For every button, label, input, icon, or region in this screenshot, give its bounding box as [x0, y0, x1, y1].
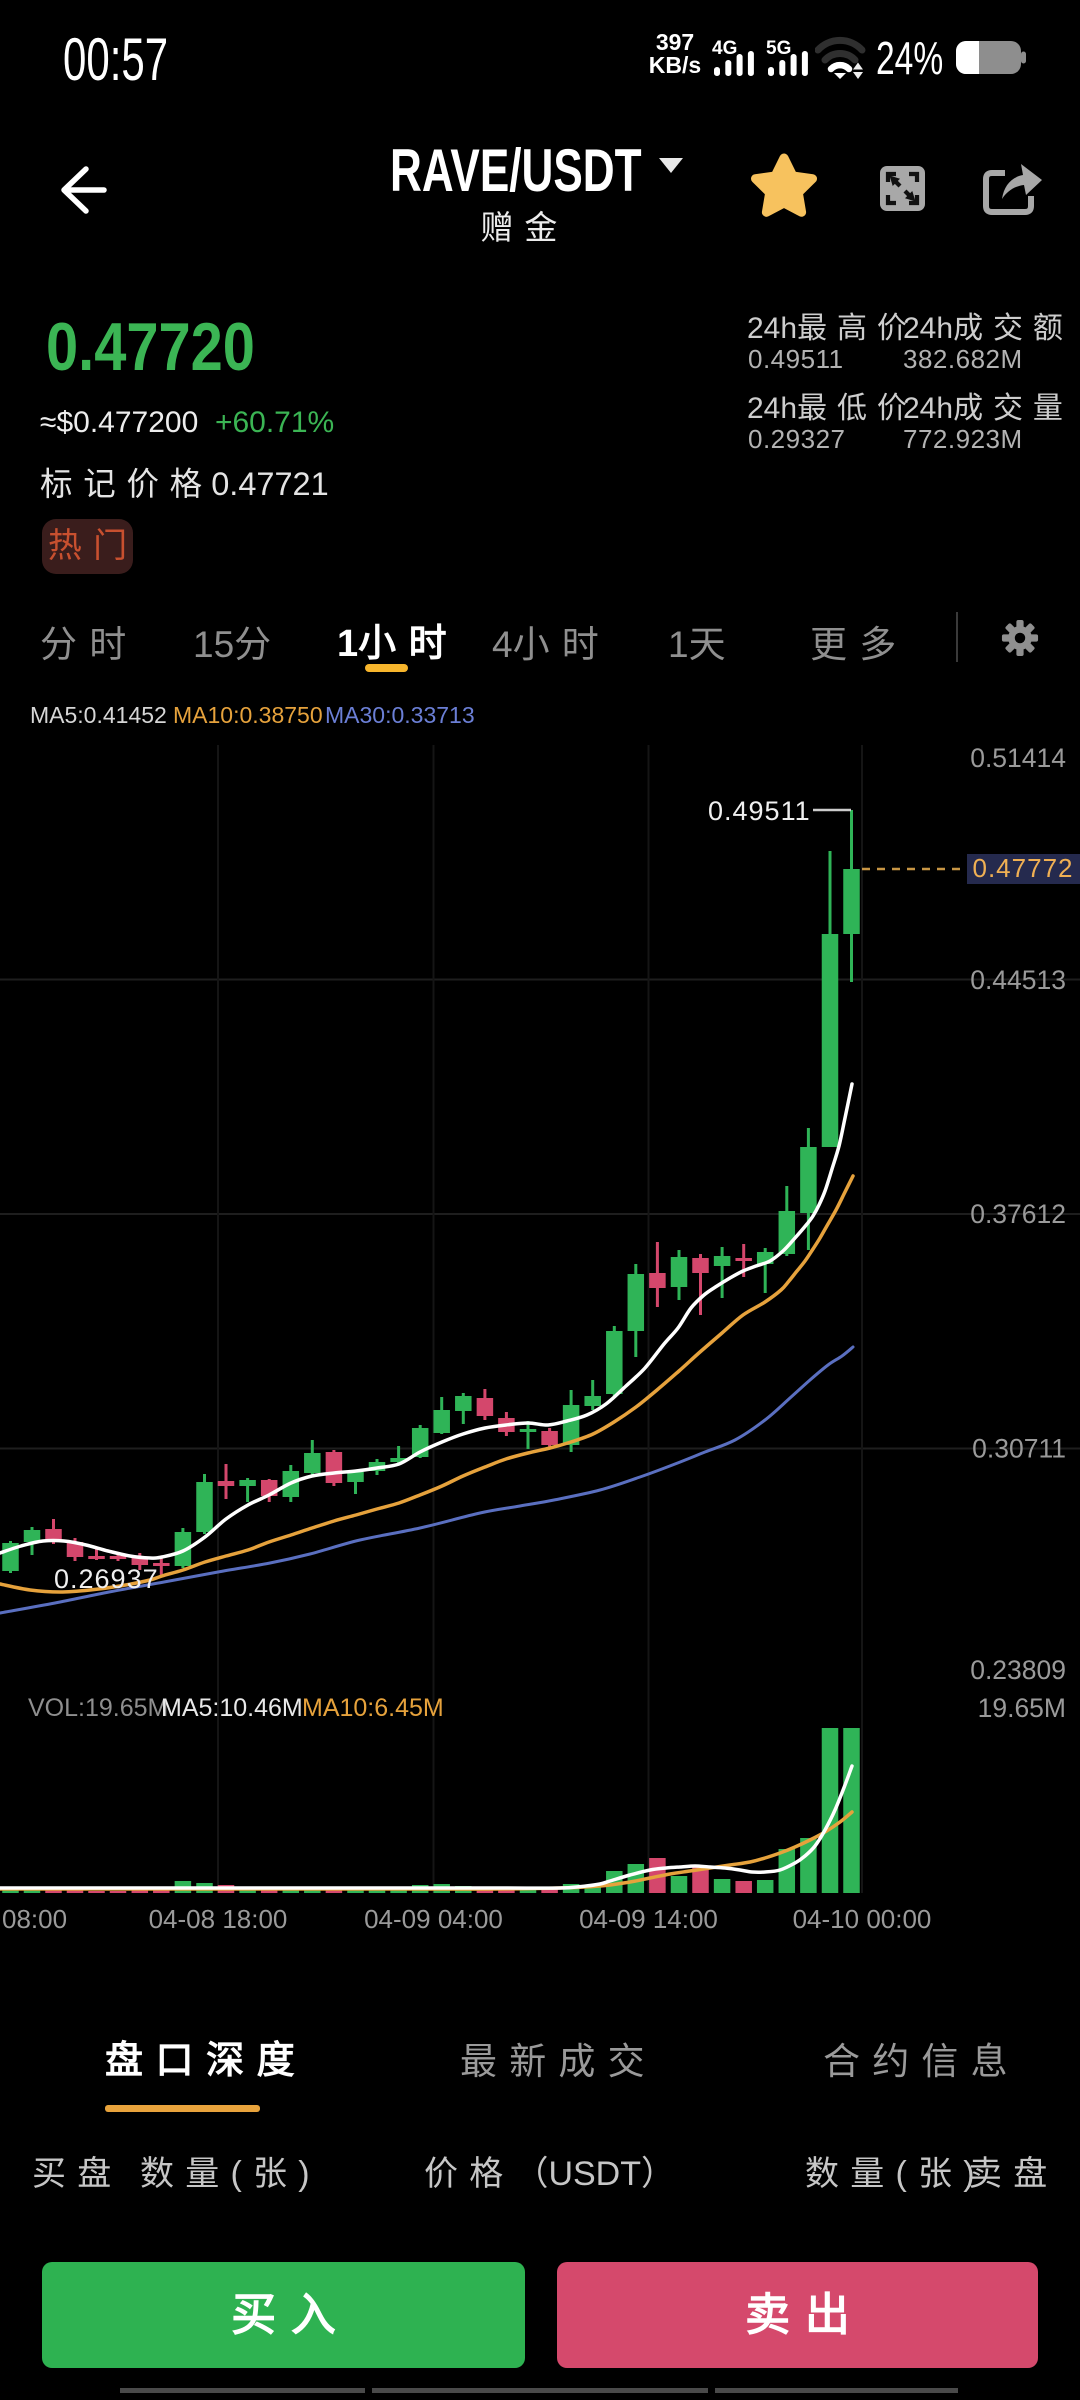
svg-text:04-08 18:00: 04-08 18:00	[149, 1904, 288, 1934]
svg-text:19.65M: 19.65M	[978, 1693, 1066, 1723]
svg-text:MA10:6.45M: MA10:6.45M	[302, 1694, 444, 1722]
svg-text:0.37612: 0.37612	[970, 1199, 1066, 1229]
svg-text:0.47772: 0.47772	[973, 853, 1074, 883]
svg-text:04-09 04:00: 04-09 04:00	[364, 1904, 503, 1934]
svg-text:04-09 14:00: 04-09 14:00	[579, 1904, 718, 1934]
svg-text:0.49511: 0.49511	[708, 796, 811, 826]
svg-text:0.30711: 0.30711	[972, 1434, 1066, 1464]
svg-text:08:00: 08:00	[2, 1904, 67, 1934]
svg-text:0.44513: 0.44513	[970, 965, 1066, 995]
svg-text:0.26937: 0.26937	[54, 1564, 159, 1594]
svg-text:VOL:19.65M: VOL:19.65M	[28, 1694, 168, 1722]
svg-text:0.51414: 0.51414	[970, 743, 1066, 773]
svg-text:5G: 5G	[766, 38, 791, 59]
svg-text:0.23809: 0.23809	[970, 1655, 1066, 1685]
svg-text:4G: 4G	[712, 38, 737, 59]
svg-text:MA5:10.46M: MA5:10.46M	[161, 1694, 303, 1722]
svg-text:04-10 00:00: 04-10 00:00	[793, 1904, 932, 1934]
